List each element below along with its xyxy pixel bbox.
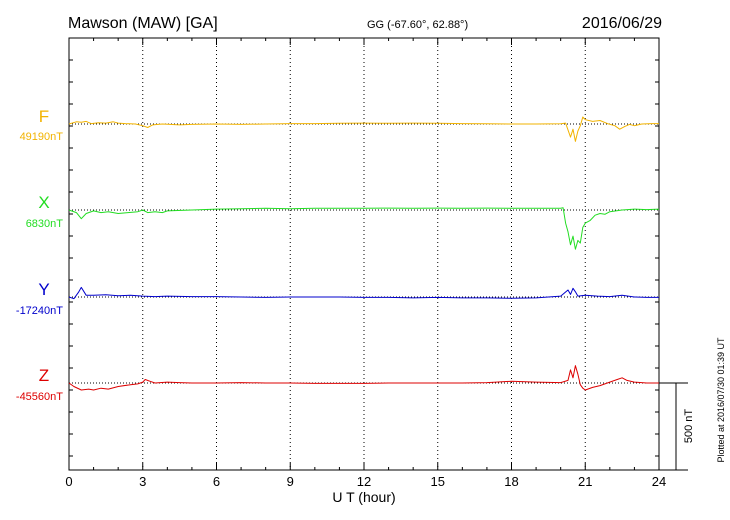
series-baseline-f: 49190nT: [20, 131, 64, 143]
x-tick-label-9: 9: [287, 474, 294, 489]
x-tick-label-3: 3: [139, 474, 146, 489]
series-line-z: [68, 365, 659, 391]
series-labels: F 49190nT X 6830nT Y -17240nT Z -45560nT: [16, 107, 63, 403]
x-tick-label-0: 0: [65, 474, 72, 489]
x-tick-label-24: 24: [652, 474, 666, 489]
vertical-gridlines: [142, 38, 586, 470]
date-label: 2016/06/29: [582, 15, 662, 32]
series-line-x: [68, 207, 660, 250]
scale-bar-label: 500 nT: [683, 409, 695, 444]
series-line-f: [68, 116, 659, 142]
axis-ticks: 0 3 6 9 12 15 18 21 24: [65, 38, 666, 489]
x-tick-label-18: 18: [504, 474, 518, 489]
series-name-x: X: [38, 193, 49, 212]
x-tick-label-6: 6: [213, 474, 220, 489]
series-name-f: F: [39, 107, 49, 126]
series-line-y: [68, 286, 659, 300]
coordinates-label: GG (-67.60°, 62.88°): [367, 19, 468, 31]
x-tick-label-15: 15: [431, 474, 445, 489]
series-baseline-z: -45560nT: [16, 391, 63, 403]
plotted-at-label: Plotted at 2016/07/30 01:39 UT: [716, 337, 726, 463]
series-name-z: Z: [39, 366, 49, 385]
x-axis-label: U T (hour): [332, 489, 395, 505]
series-lines: [68, 116, 660, 391]
station-title: Mawson (MAW) [GA]: [68, 15, 218, 32]
x-tick-label-12: 12: [357, 474, 371, 489]
series-baseline-x: 6830nT: [26, 218, 64, 230]
scale-bar: 500 nT: [659, 382, 695, 471]
series-name-y: Y: [38, 280, 49, 299]
series-baseline-y: -17240nT: [16, 305, 63, 317]
x-tick-label-21: 21: [578, 474, 592, 489]
